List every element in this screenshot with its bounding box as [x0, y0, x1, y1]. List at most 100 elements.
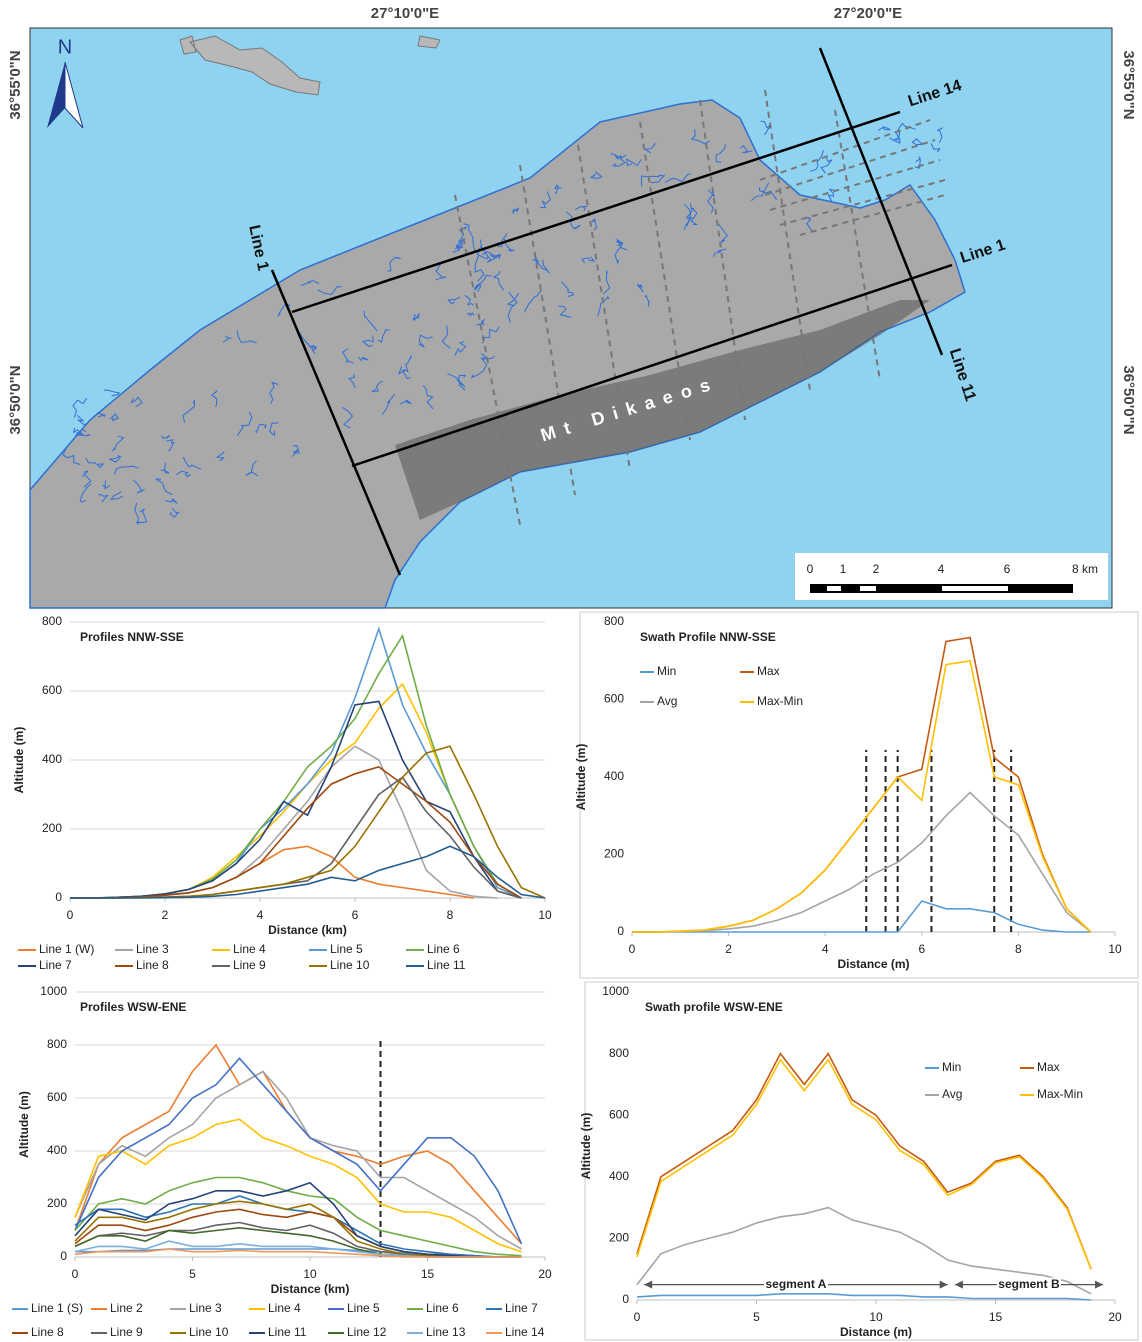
y-tick-label: 800 [42, 614, 62, 628]
figure: Line 1 Line 14 Line 1 Line 11 Mt Dikaeos… [0, 0, 1142, 1342]
longitude-label: 27°10'0"E [371, 5, 439, 22]
x-tick-label: 2 [162, 908, 169, 922]
y-axis-label: Altitude (m) [579, 1113, 593, 1180]
chart-title: Profiles NNW-SSE [80, 630, 184, 644]
scale-label: 4 [938, 562, 945, 576]
scale-label: 2 [873, 562, 880, 576]
scale-label: 0 [807, 562, 814, 576]
legend-label: Max [1037, 1060, 1060, 1074]
y-tick-label: 800 [47, 1037, 67, 1051]
y-tick-label: 200 [604, 847, 624, 861]
y-tick-label: 400 [604, 769, 624, 783]
legend-label: Line 9 [233, 958, 266, 972]
legend-label: Line 1 (W) [39, 942, 94, 956]
y-tick-label: 0 [617, 924, 624, 938]
x-tick-label: 5 [753, 1310, 760, 1324]
series-line [637, 1060, 1091, 1269]
x-tick-label: 15 [421, 1267, 435, 1281]
segment-label: segment B [998, 1277, 1060, 1291]
series-line [70, 746, 545, 898]
legend-label: Line 12 [347, 1325, 387, 1339]
legend-label: Line 7 [39, 958, 72, 972]
x-axis-label: Distance (m) [837, 957, 909, 971]
legend-label: Line 6 [427, 942, 460, 956]
y-tick-label: 1000 [40, 984, 67, 998]
segment-label: segment A [765, 1277, 826, 1291]
x-tick-label: 20 [538, 1267, 552, 1281]
legend-label: Line 14 [505, 1325, 545, 1339]
chart-title: Swath Profile NNW-SSE [640, 630, 776, 644]
x-axis-label: Distance (km) [271, 1282, 350, 1296]
legend-label: Line 7 [505, 1301, 538, 1315]
series-line [70, 746, 498, 898]
latitude-label: 36°50'0"N [7, 365, 24, 434]
legend-label: Max [757, 664, 780, 678]
legend-label: Min [942, 1060, 961, 1074]
legend-label: Line 13 [426, 1325, 466, 1339]
x-tick-label: 4 [257, 908, 264, 922]
series-line [70, 684, 521, 898]
x-tick-label: 10 [869, 1310, 883, 1324]
scale-label: 6 [1004, 562, 1011, 576]
legend-label: Line 8 [31, 1325, 64, 1339]
series-line [632, 901, 1091, 932]
legend-label: Line 3 [189, 1301, 222, 1315]
y-tick-label: 400 [42, 752, 62, 766]
y-tick-label: 0 [622, 1292, 629, 1306]
latitude-label: 36°55'0"N [1120, 50, 1137, 119]
y-tick-label: 0 [60, 1249, 67, 1263]
y-tick-label: 400 [47, 1143, 67, 1157]
x-tick-label: 8 [447, 908, 454, 922]
x-tick-label: 0 [629, 942, 636, 956]
y-axis-label: Altitude (m) [574, 744, 588, 811]
page: Line 1 Line 14 Line 1 Line 11 Mt Dikaeos… [0, 0, 1142, 1342]
y-tick-label: 200 [47, 1196, 67, 1210]
series-line [70, 846, 545, 898]
x-tick-label: 2 [725, 942, 732, 956]
y-tick-label: 800 [609, 1046, 629, 1060]
series-line [637, 1294, 1091, 1300]
longitude-label: 27°20'0"E [834, 5, 902, 22]
legend-label: Line 3 [136, 942, 169, 956]
x-tick-label: 15 [989, 1310, 1003, 1324]
legend-label: Line 11 [427, 958, 466, 972]
legend-label: Avg [657, 694, 677, 708]
legend-label: Line 5 [330, 942, 363, 956]
scale-bar [810, 584, 1073, 593]
x-axis-label: Distance (m) [840, 1325, 912, 1339]
x-tick-label: 6 [918, 942, 925, 956]
y-tick-label: 600 [42, 683, 62, 697]
north-label: N [58, 36, 72, 58]
x-axis-label: Distance (km) [268, 923, 347, 937]
legend-label: Line 10 [189, 1325, 229, 1339]
legend-label: Line 10 [330, 958, 370, 972]
x-tick-label: 0 [67, 908, 74, 922]
scale-label: 1 [840, 562, 847, 576]
legend-label: Line 5 [347, 1301, 380, 1315]
x-tick-label: 6 [352, 908, 359, 922]
y-tick-label: 600 [604, 692, 624, 706]
legend-label: Avg [942, 1087, 962, 1101]
legend-label: Line 2 [110, 1301, 143, 1315]
y-tick-label: 600 [47, 1090, 67, 1104]
series-line [70, 629, 521, 898]
y-tick-label: 600 [609, 1107, 629, 1121]
legend-label: Min [657, 664, 676, 678]
series-line [632, 638, 1091, 933]
legend-label: Line 6 [426, 1301, 459, 1315]
chart-title: Swath profile WSW-ENE [645, 1000, 783, 1014]
legend-label: Line 4 [233, 942, 266, 956]
latitude-label: 36°50'0"N [1120, 365, 1137, 434]
series-line [75, 1228, 522, 1257]
series-line [632, 793, 1091, 933]
series-line [70, 767, 521, 898]
x-tick-label: 20 [1108, 1310, 1122, 1324]
legend-label: Line 8 [136, 958, 169, 972]
series-line [637, 1054, 1091, 1270]
x-tick-label: 10 [303, 1267, 317, 1281]
legend-label: Line 4 [268, 1301, 301, 1315]
y-axis-label: Altitude (m) [12, 727, 26, 794]
x-tick-label: 5 [189, 1267, 196, 1281]
y-tick-label: 0 [55, 890, 62, 904]
latitude-label: 36°55'0"N [7, 50, 24, 119]
